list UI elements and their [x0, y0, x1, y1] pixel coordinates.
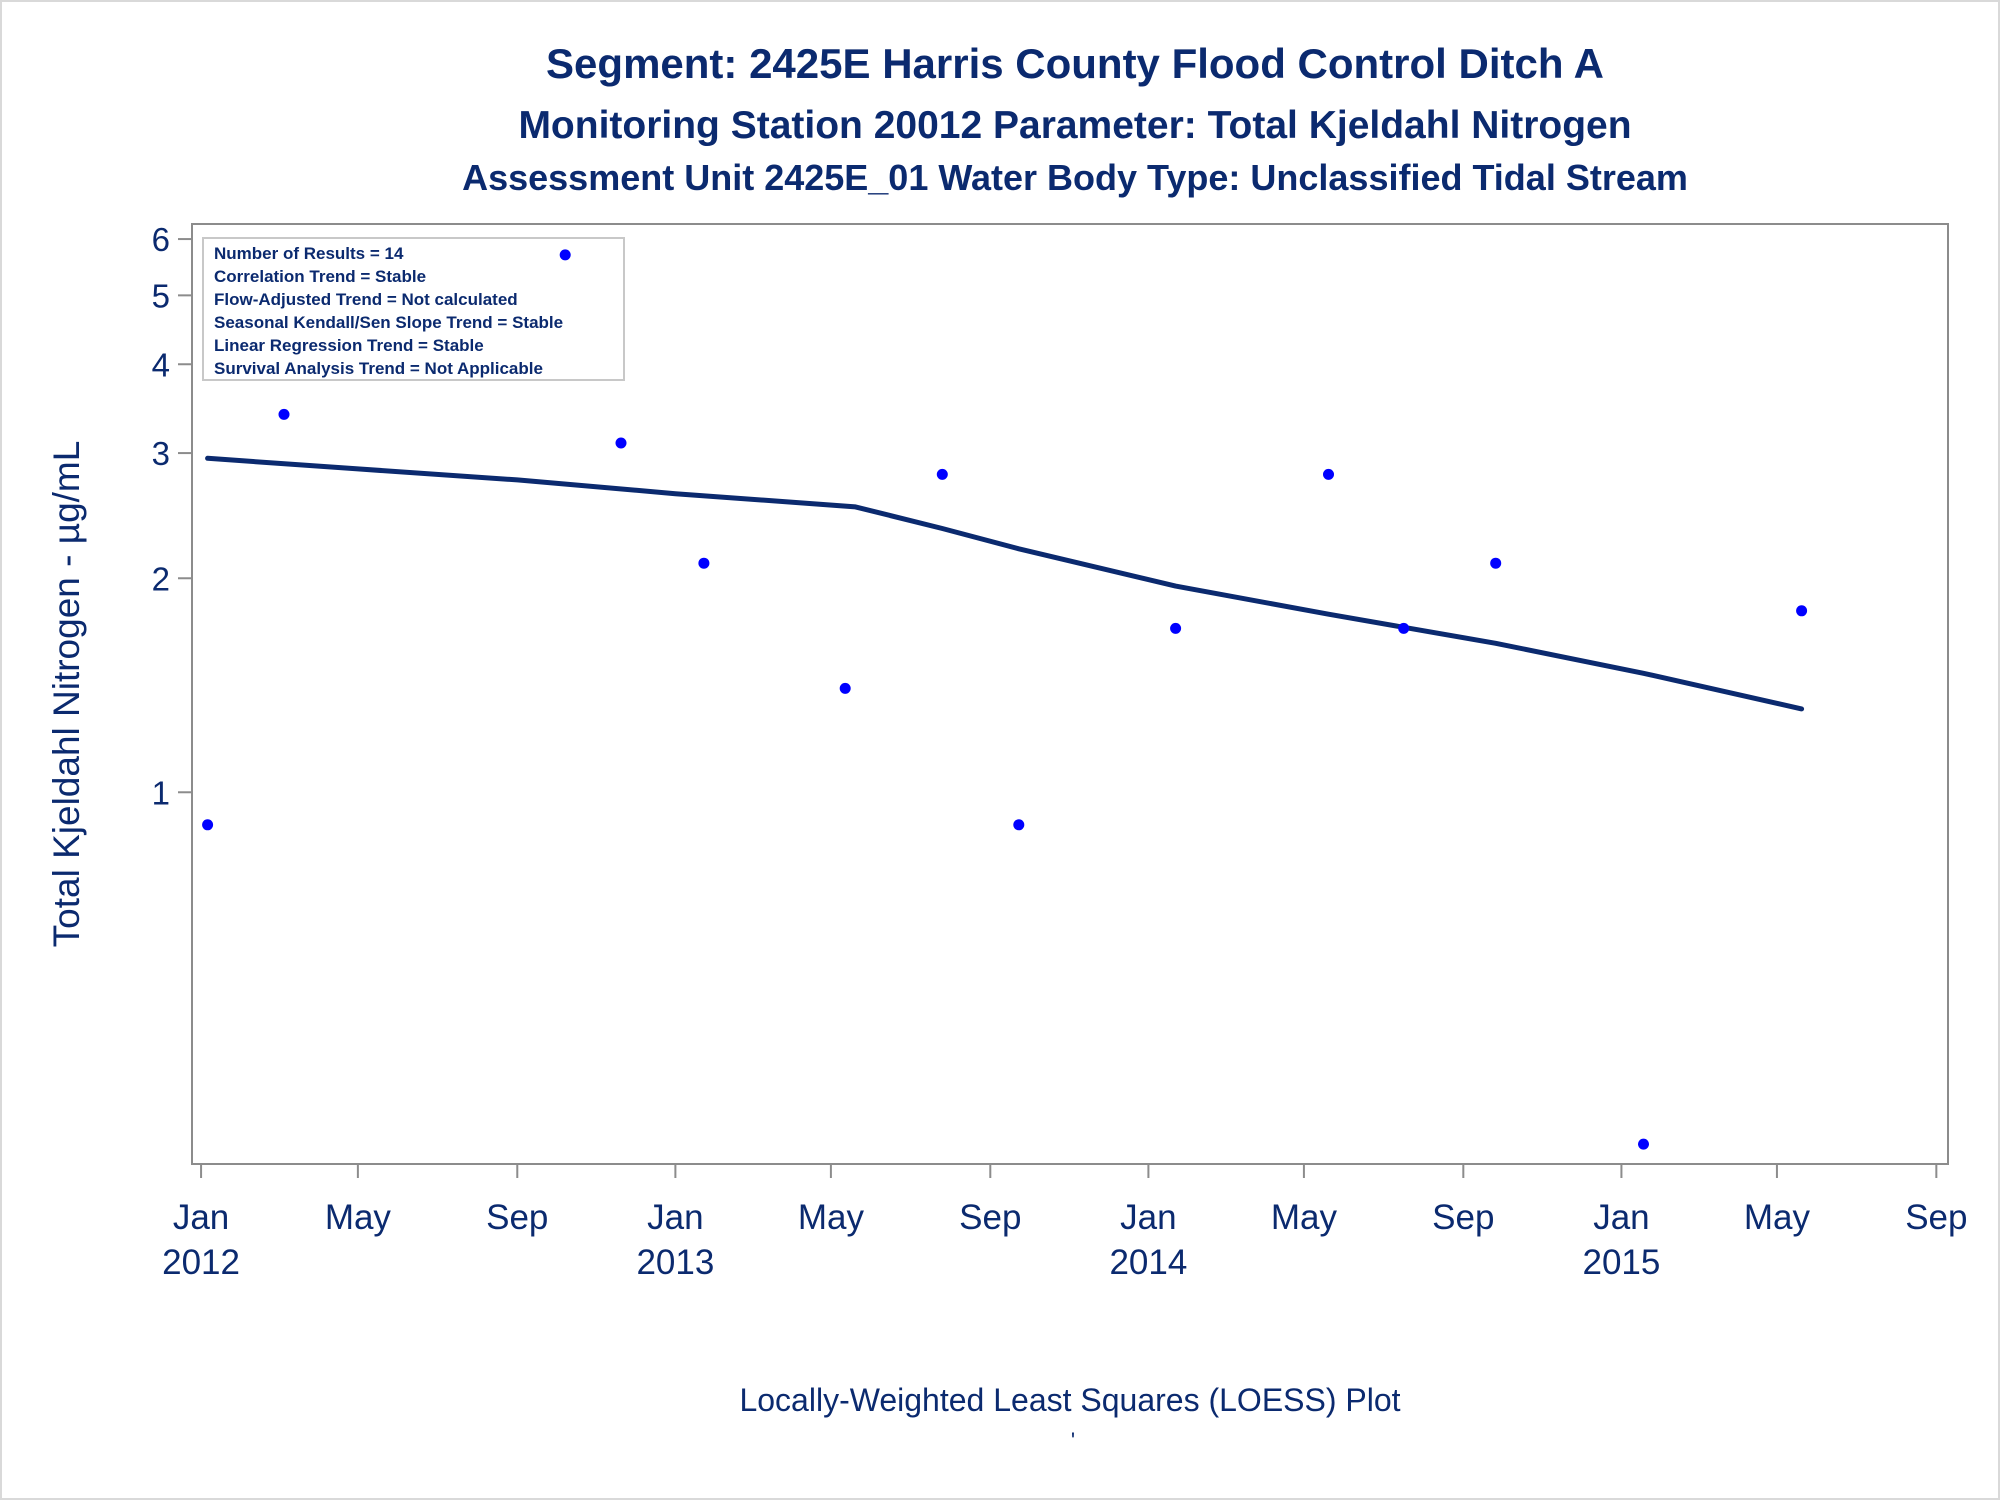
- x-tick-year-label: 2014: [1109, 1243, 1187, 1282]
- y-tick-label: 6: [152, 221, 170, 258]
- x-tick-label: Sep: [1432, 1198, 1494, 1237]
- data-point: [1398, 622, 1410, 634]
- x-axis: Jan 2012 May Sep Jan 2013 May Sep Jan 2014 May Sep J…: [162, 1164, 1967, 1282]
- x-tick-label: May: [1271, 1198, 1338, 1237]
- y-tick-label: 2: [152, 560, 170, 597]
- chart-title: Segment: 2425E Harris County Flood Contr…: [546, 40, 1604, 87]
- data-point: [1490, 557, 1502, 569]
- y-tick-label: 3: [152, 435, 170, 472]
- stats-box: Number of Results = 14 Correlation Trend…: [202, 237, 625, 381]
- footnote-mark: ': [1071, 1428, 1075, 1453]
- data-point: [1323, 468, 1334, 480]
- y-tick-label: 4: [152, 346, 170, 383]
- x-tick-label: Jan: [1593, 1198, 1649, 1237]
- plot-area: [191, 223, 1949, 1165]
- chart-subtitle: Monitoring Station 20012 Parameter: Tota…: [518, 104, 1631, 147]
- stats-line: Survival Analysis Trend = Not Applicable: [214, 359, 543, 378]
- x-tick-label: May: [1744, 1198, 1811, 1237]
- stats-line: Correlation Trend = Stable: [214, 267, 426, 286]
- x-tick-label: Jan: [173, 1198, 229, 1237]
- x-tick-label: May: [325, 1198, 392, 1237]
- stats-box-border: [202, 237, 625, 381]
- x-tick-year-label: 2012: [162, 1243, 240, 1282]
- x-tick-label: Jan: [1120, 1198, 1176, 1237]
- data-point: [936, 468, 948, 480]
- data-point: [839, 682, 851, 694]
- data-point: [1638, 1138, 1649, 1150]
- data-point: [1796, 605, 1808, 617]
- x-tick-label: Sep: [486, 1198, 548, 1237]
- data-point: [1013, 819, 1025, 831]
- x-tick-year-label: 2015: [1582, 1243, 1660, 1282]
- x-tick-year-label: 2013: [636, 1243, 714, 1282]
- y-axis: 1 2 3 4 5 6: [152, 221, 192, 811]
- x-tick-label: Jan: [647, 1198, 703, 1237]
- data-marks: [202, 249, 1808, 1150]
- stats-line: Linear Regression Trend = Stable: [214, 336, 484, 355]
- x-tick-label: May: [798, 1198, 865, 1237]
- stats-line: Seasonal Kendall/Sen Slope Trend = Stabl…: [214, 313, 563, 332]
- x-tick-label: Sep: [959, 1198, 1021, 1237]
- y-tick-label: 5: [152, 277, 170, 314]
- footnote: Locally-Weighted Least Squares (LOESS) P…: [739, 1382, 1400, 1418]
- data-point: [202, 819, 214, 831]
- data-point: [278, 408, 290, 420]
- loess-line: [205, 455, 1805, 712]
- data-point: [559, 249, 571, 261]
- stats-line: Flow-Adjusted Trend = Not calculated: [214, 290, 518, 309]
- chart-subtitle-2: Assessment Unit 2425E_01 Water Body Type…: [462, 157, 1688, 198]
- data-point: [1170, 622, 1182, 634]
- y-tick-label: 1: [152, 774, 170, 811]
- data-point: [615, 437, 627, 449]
- y-axis-label: Total Kjeldahl Nitrogen - µg/mL: [46, 441, 87, 948]
- x-tick-label: Sep: [1905, 1198, 1967, 1237]
- data-point: [698, 557, 710, 569]
- stats-line: Number of Results = 14: [214, 244, 404, 263]
